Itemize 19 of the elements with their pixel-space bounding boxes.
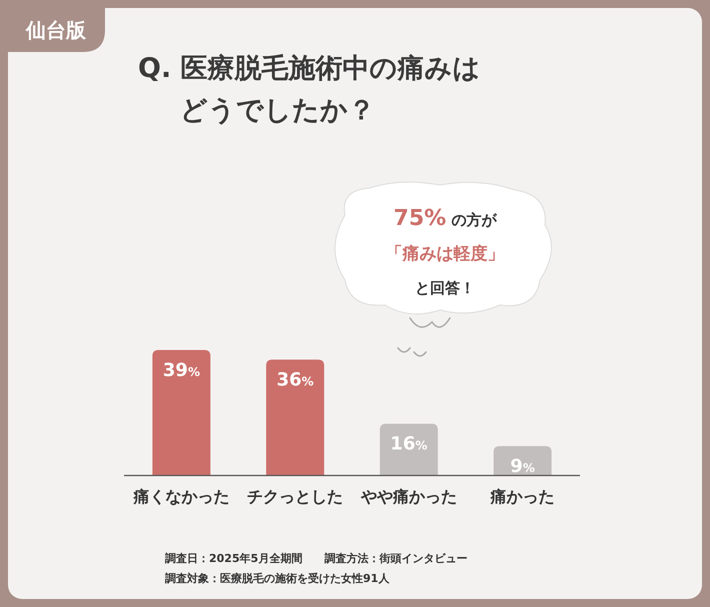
bar xyxy=(380,424,438,475)
data-label: 39% xyxy=(162,360,200,381)
bar xyxy=(494,446,552,475)
x-tick-label: チクっとした xyxy=(247,487,344,506)
text: 75%の方が xyxy=(394,206,498,231)
data-label: 16% xyxy=(390,434,428,455)
x-tick-label: 痛くなかった xyxy=(132,487,230,506)
bar xyxy=(266,360,324,475)
text: 調査日：2025年5月全期間 調査方法：街頭インタビュー xyxy=(165,552,468,565)
data-label: 9% xyxy=(510,456,535,478)
bar xyxy=(152,350,210,475)
x-tick-label: 痛かった xyxy=(490,487,555,506)
x-tick-label: やや痛かった xyxy=(360,487,457,506)
chart-title: Q. 医療脱毛施術中の痛みはどうでしたか？ xyxy=(138,53,481,126)
data-label: 36% xyxy=(276,370,314,391)
chart-subtitle: 仙台版 xyxy=(25,18,87,42)
text: と回答！ xyxy=(415,279,475,297)
text: 「痛みは軽度」 xyxy=(386,244,504,264)
text: 調査対象：医療脱毛の施術を受けた女性91人 xyxy=(165,572,390,585)
